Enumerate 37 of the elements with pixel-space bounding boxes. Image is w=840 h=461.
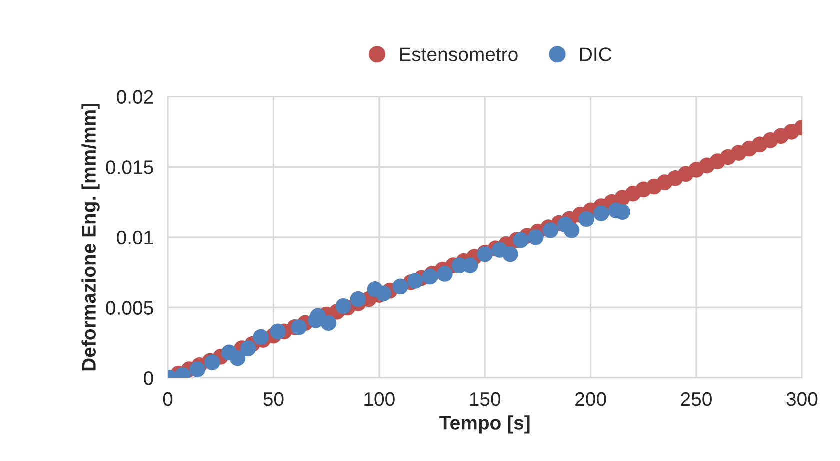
point (407, 273, 424, 289)
legend-label: DIC (580, 48, 612, 62)
y-tick-label: 0.01 (117, 230, 154, 245)
point (422, 268, 438, 285)
y-axis-title: Deformazione Eng. [mm/mm] (82, 104, 100, 371)
point (376, 286, 392, 302)
point (320, 315, 337, 332)
y-tick-label: 0.015 (106, 160, 154, 174)
point (350, 291, 366, 308)
legend-label: Estensometro (400, 48, 518, 62)
x-tick-label: 100 (364, 392, 395, 406)
point (542, 222, 559, 238)
point (528, 229, 544, 246)
point (593, 206, 610, 222)
x-tick-label: 300 (786, 392, 818, 406)
point (392, 278, 408, 295)
point (270, 324, 286, 340)
point (240, 340, 256, 356)
point (291, 319, 307, 336)
point (253, 329, 269, 346)
point (190, 362, 206, 378)
y-tick-label: 0 (144, 371, 154, 386)
y-tick-label: 0.005 (106, 301, 154, 315)
point (513, 232, 529, 248)
point (230, 350, 246, 366)
point (502, 246, 518, 262)
x-tick-label: 150 (470, 392, 501, 406)
x-tick-label: 0 (163, 392, 173, 406)
point (578, 211, 594, 228)
x-tick-label: 50 (264, 392, 284, 406)
x-tick-label: 250 (681, 392, 712, 406)
point (564, 222, 580, 238)
x-axis-title: Tempo [s] (440, 416, 530, 434)
point (437, 266, 453, 282)
point (336, 298, 352, 314)
x-tick-label: 200 (576, 392, 606, 406)
y-tick-label: 0.02 (117, 90, 154, 104)
